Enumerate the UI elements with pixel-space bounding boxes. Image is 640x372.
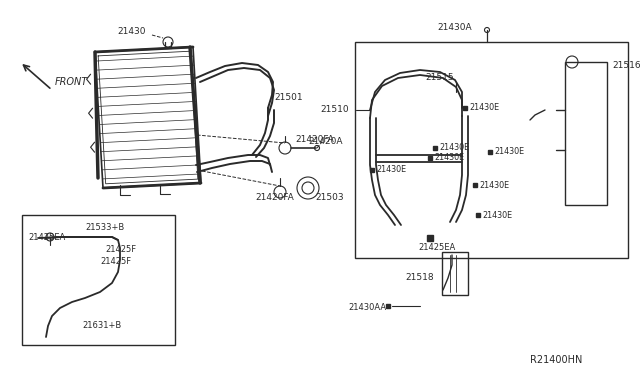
Text: 21510: 21510 [320,106,349,115]
Text: 21518: 21518 [405,273,434,282]
Text: 21430E: 21430E [439,144,469,153]
Bar [565,62,607,205]
Text: 21533+B: 21533+B [85,224,124,232]
Bar [22,215,175,345]
Text: 21420FA: 21420FA [255,192,294,202]
Text: FRONT: FRONT [55,77,88,87]
Text: 21430E: 21430E [469,103,499,112]
Text: 21425EA: 21425EA [28,234,65,243]
Text: 21425F: 21425F [105,246,136,254]
Text: 21501: 21501 [274,93,303,103]
Text: 21515: 21515 [425,74,454,83]
Text: 21420A: 21420A [308,138,342,147]
Bar [355,42,628,258]
Text: 21430E: 21430E [479,180,509,189]
Text: 21425EA: 21425EA [418,244,455,253]
Text: 21516: 21516 [612,61,640,71]
Text: R21400HN: R21400HN [530,355,582,365]
Circle shape [314,145,319,151]
Text: 21430: 21430 [117,28,145,36]
Bar [442,252,468,295]
Circle shape [484,28,490,32]
Text: 21430AA: 21430AA [348,304,386,312]
Text: 21425F: 21425F [100,257,131,266]
Text: 21430E: 21430E [494,148,524,157]
Text: 21430E: 21430E [434,154,464,163]
Text: 21430A: 21430A [437,23,472,32]
Text: 21420FA: 21420FA [295,135,333,144]
Text: 21430E: 21430E [482,211,512,219]
Text: 21631+B: 21631+B [82,321,121,330]
Text: 21503: 21503 [315,192,344,202]
Text: 21430E: 21430E [376,166,406,174]
